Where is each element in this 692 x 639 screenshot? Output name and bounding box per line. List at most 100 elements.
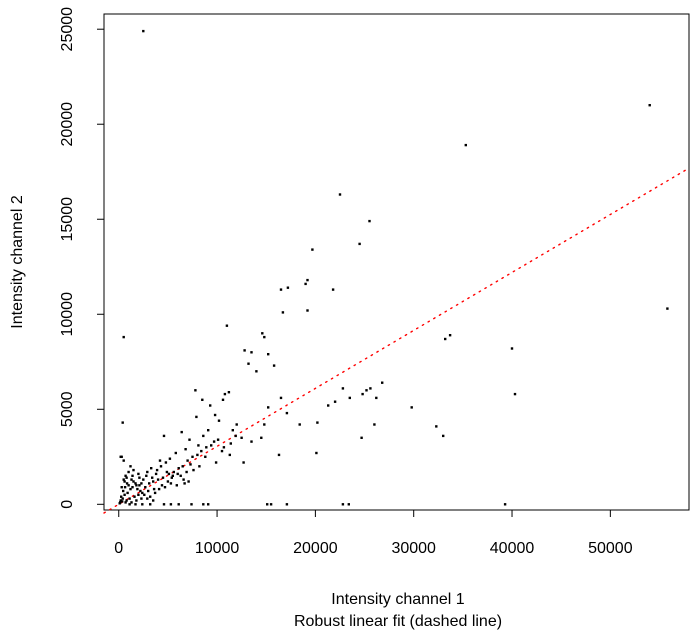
data-point [181,465,184,468]
data-point [146,470,149,474]
data-point [240,436,243,439]
data-point [368,219,371,223]
data-point [223,392,227,396]
data-point [134,482,137,485]
data-point [316,421,319,424]
x-axis: 0 10000 20000 30000 40000 50000 [114,509,633,557]
y-tick-label: 25000 [59,7,76,52]
data-point [125,476,128,479]
data-point [202,434,205,438]
data-point [164,461,168,464]
data-point [148,482,151,485]
data-point [162,434,166,438]
data-point [175,484,178,487]
data-point [286,286,290,289]
data-point [201,398,204,401]
data-point [125,499,128,502]
data-point [166,480,170,483]
data-point [151,476,154,479]
data-point [361,392,364,396]
y-axis: 0 5000 10000 15000 20000 25000 [59,7,105,509]
data-point [184,448,187,451]
data-point [142,29,145,33]
data-point [464,143,467,147]
x-tick-label: 40000 [490,540,535,557]
data-point [138,476,141,479]
data-point [242,461,245,464]
data-point [120,486,123,489]
data-point [306,278,309,282]
data-point [119,499,122,502]
data-point [341,387,345,390]
data-point [174,451,177,455]
y-tick-label: 0 [59,500,76,509]
data-point [142,478,145,481]
data-point [172,470,175,474]
plot-frame [103,13,690,511]
y-tick-label: 20000 [59,102,76,147]
data-point [348,396,351,400]
data-point [119,455,122,458]
data-point [127,470,130,474]
data-point [135,484,138,487]
data-point [279,288,283,291]
data-point [132,468,135,472]
data-point [129,487,132,491]
data-point [139,489,142,493]
data-point [155,468,159,472]
data-point [120,495,123,498]
data-point [187,480,190,483]
data-point [331,288,335,291]
data-point [338,193,342,196]
data-point [147,489,150,493]
data-point [200,449,203,453]
y-tick-label: 5000 [59,391,76,427]
data-point [222,446,226,449]
data-point [250,440,253,443]
data-point [158,459,162,462]
data-point [146,497,149,500]
data-point [260,436,263,439]
x-tick-label: 20000 [293,540,338,557]
data-point [128,497,131,500]
data-point [195,415,198,419]
data-point [360,436,363,439]
data-point [163,486,167,489]
data-point [220,449,224,453]
x-axis-title: Intensity channel 1 [331,591,465,608]
data-point [229,442,232,445]
data-point [266,503,269,506]
data-point [177,503,180,506]
data-point [204,455,207,458]
data-point [205,446,208,449]
data-point [198,465,201,468]
data-point [135,499,138,502]
data-point [513,392,517,396]
data-point [183,482,186,485]
data-point [127,484,130,487]
data-point [369,387,372,390]
data-point [121,421,124,424]
data-point [124,474,127,477]
data-point [140,497,143,500]
data-point [131,486,134,489]
data-point [143,493,146,496]
data-point [213,413,217,417]
data-point [126,491,129,495]
data-point [122,478,125,481]
data-point [347,503,350,506]
data-point [167,472,171,476]
data-point [170,476,173,479]
data-point [243,349,246,352]
data-point [327,404,330,407]
data-point [207,429,210,432]
data-point [140,482,143,485]
data-point [209,404,212,407]
data-point [263,335,266,339]
data-point [150,467,153,470]
data-point [272,364,276,367]
data-point [182,478,185,481]
data-point [137,472,140,476]
data-point [212,440,216,443]
